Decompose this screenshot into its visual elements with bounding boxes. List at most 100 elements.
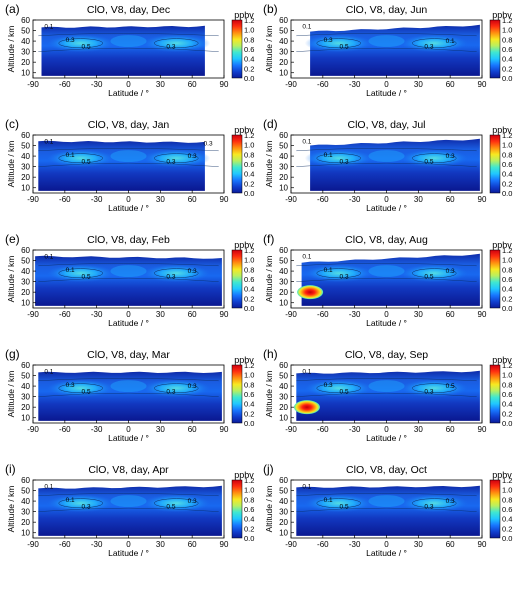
x-tick-label: 0 [384, 425, 389, 434]
colorbar-tick-label: 0.8 [244, 265, 254, 274]
chart-title: ClO, V8, day, Feb [87, 234, 170, 246]
colorbar-tick-label: 0.6 [244, 45, 254, 54]
y-tick-label: 60 [279, 131, 288, 140]
x-tick-label: 0 [126, 310, 131, 319]
x-tick-label: 0 [384, 310, 389, 319]
x-tick-label: -60 [59, 195, 71, 204]
clo-lobe-south [46, 379, 115, 398]
x-tick-label: 0 [384, 195, 389, 204]
y-tick-label: 50 [279, 372, 288, 381]
contour-label: 0.5 [82, 158, 91, 165]
x-tick-label: -60 [59, 310, 71, 319]
x-axis-label: Latitude / ° [366, 88, 407, 98]
y-tick-label: 30 [21, 48, 30, 57]
contour-line [38, 162, 219, 167]
x-tick-label: 90 [220, 425, 229, 434]
colorbar-tick-label: 1.2 [502, 246, 512, 255]
x-tick-label: 60 [188, 310, 197, 319]
contour-label: 0.1 [66, 267, 75, 274]
colorbar-tick-label: 1.2 [244, 476, 254, 485]
contour-line [38, 33, 219, 37]
clo-lobe-north [142, 494, 211, 513]
chart-panel: (f) ClO, V8, day, Aug 0.1 0.1 0.3 0.5 0.3 -90 -6… [263, 232, 512, 328]
colorbar-tick-label: 0.0 [502, 74, 512, 83]
x-tick-label: 30 [156, 195, 165, 204]
colorbar-tick-label: 1.2 [502, 361, 512, 370]
colorbar [231, 249, 243, 309]
colorbar [231, 134, 243, 194]
x-tick-label: 30 [414, 310, 423, 319]
x-tick-label: -60 [59, 540, 71, 549]
x-tick-label: -30 [349, 540, 361, 549]
x-tick-label: 60 [188, 425, 197, 434]
colorbar [489, 134, 501, 194]
clo-band-equator [368, 265, 405, 278]
colorbar-tick-label: 0.0 [244, 304, 254, 313]
contour-label: 0.3 [188, 153, 197, 160]
colorbar-tick-label: 0.4 [244, 400, 254, 409]
y-axis-label: Altitude / km [264, 26, 274, 73]
colorbar-tick-label: 0.0 [244, 419, 254, 428]
clo-lobe-south [46, 149, 115, 168]
contour-label: 0.5 [82, 43, 91, 50]
chart-panel: (a) ClO, V8, day, Dec 0.1 0.3 0.5 0.3 -90 -60 -3… [5, 2, 254, 98]
colorbar-tick-label: 0.4 [244, 515, 254, 524]
colorbar-tick-label: 0.2 [244, 179, 254, 188]
contour-line [412, 268, 457, 278]
y-tick-label: 20 [279, 288, 288, 297]
y-tick-label: 40 [21, 152, 30, 161]
clo-band-equator [368, 35, 405, 48]
contour-line [296, 33, 477, 37]
x-tick-label: 90 [478, 540, 487, 549]
x-tick-label: -30 [91, 540, 103, 549]
contour-label: 0.5 [82, 388, 91, 395]
x-tick-label: -90 [27, 540, 39, 549]
contour-line [296, 47, 477, 52]
clo-lobe-south [304, 264, 373, 283]
colorbar-tick-label: 0.0 [244, 534, 254, 543]
clo-band-equator [368, 495, 405, 508]
contour-label: 0.3 [166, 273, 175, 280]
x-tick-label: 30 [156, 80, 165, 89]
contour-line [38, 148, 219, 152]
colorbar-tick-label: 1.2 [244, 246, 254, 255]
x-tick-label: -60 [317, 540, 329, 549]
contour-label: 0.5 [340, 388, 349, 395]
colorbar-tick-label: 0.0 [502, 304, 512, 313]
chart-title: ClO, V8, day, Sep [345, 349, 428, 361]
colorbar-tick-label: 1.0 [502, 256, 512, 265]
colorbar-tick-label: 0.6 [502, 160, 512, 169]
chart-panel: (d) ClO, V8, day, Jul 0.1 0.1 0.3 0.5 0.3 -90 -6… [263, 117, 512, 213]
contour-label: 0.3 [446, 153, 455, 160]
x-tick-label: 60 [446, 540, 455, 549]
clo-band-equator [110, 150, 147, 163]
y-tick-label: 40 [21, 37, 30, 46]
colorbar-tick-label: 0.0 [244, 189, 254, 198]
colorbar-tick-label: 0.4 [502, 55, 512, 64]
x-tick-label: 90 [478, 80, 487, 89]
clo-band-equator [110, 380, 147, 393]
colorbar-tick-label: 0.0 [502, 419, 512, 428]
chart-panel: (j) ClO, V8, day, Oct 0.1 0.1 0.5 0.3 0.3 -90 -6… [263, 462, 512, 558]
y-tick-label: 40 [21, 497, 30, 506]
colorbar-tick-label: 0.6 [244, 505, 254, 514]
colorbar-unit: ppbv [492, 125, 512, 135]
contour-label: 0.3 [446, 268, 455, 275]
contour-label: 0.3 [188, 268, 197, 275]
colorbar-tick-label: 1.2 [244, 131, 254, 140]
y-tick-label: 60 [21, 246, 30, 255]
contour-line [412, 153, 457, 163]
y-tick-label: 60 [21, 361, 30, 370]
contour-label: 0.1 [302, 368, 311, 375]
clo-band-equator [368, 150, 405, 163]
colorbar-unit: ppbv [234, 240, 254, 250]
x-tick-label: 0 [126, 425, 131, 434]
colorbar [231, 364, 243, 424]
x-tick-label: -60 [59, 80, 71, 89]
x-axis-label: Latitude / ° [366, 548, 407, 558]
x-tick-label: 30 [414, 80, 423, 89]
contour-line [296, 392, 477, 397]
contour-label: 0.1 [446, 38, 455, 45]
x-axis-label: Latitude / ° [366, 318, 407, 328]
x-tick-label: 30 [156, 310, 165, 319]
